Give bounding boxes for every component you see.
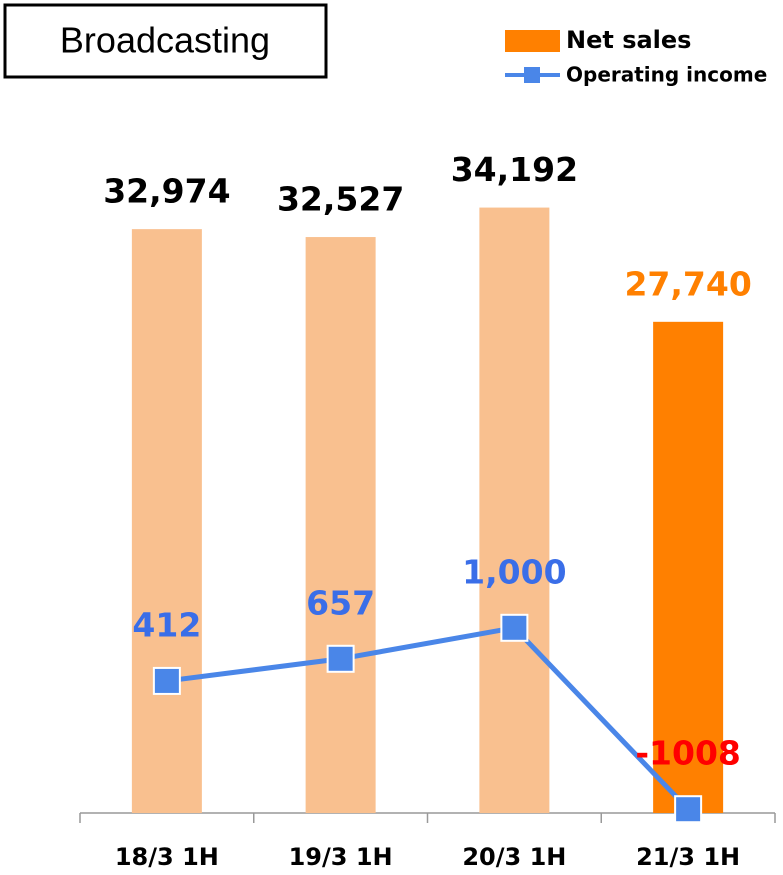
value-label: 32,527 (277, 180, 404, 219)
legend-label: Operating income (566, 63, 767, 87)
value-label: 27,740 (624, 264, 751, 303)
value-label: 1,000 (462, 552, 566, 591)
marker (500, 613, 529, 642)
bar (479, 207, 550, 813)
bar (131, 229, 202, 813)
marker (326, 644, 355, 673)
value-label: -1008 (635, 734, 741, 773)
value-label: 32,974 (103, 172, 230, 211)
legend-swatch (505, 30, 560, 52)
bar (653, 321, 724, 813)
line (166, 625, 690, 811)
x-tick-label: 19/3 1H (289, 843, 393, 871)
value-label: 657 (306, 583, 375, 622)
marker (674, 795, 703, 824)
x-tick-label: 18/3 1H (115, 843, 219, 871)
legend-label: Net sales (566, 26, 691, 54)
title-box (3, 3, 328, 79)
legend-marker (524, 67, 540, 83)
value-label: 34,192 (451, 150, 578, 189)
x-tick-label: 21/3 1H (636, 843, 740, 871)
marker (152, 666, 181, 695)
value-label: 412 (132, 605, 201, 644)
chart-title: Broadcasting (60, 20, 270, 61)
x-tick-label: 20/3 1H (462, 843, 566, 871)
bar (305, 237, 376, 814)
